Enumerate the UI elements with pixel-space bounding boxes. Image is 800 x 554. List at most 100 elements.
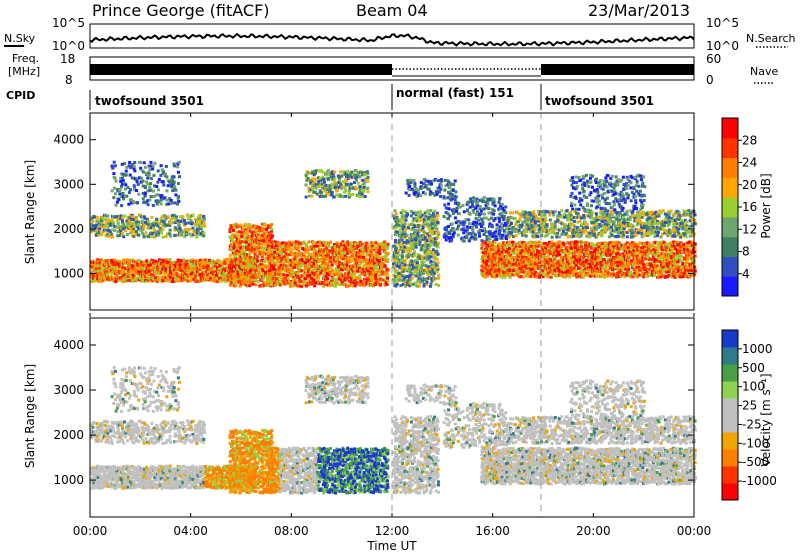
power-pixel xyxy=(443,215,446,218)
power-pixel xyxy=(96,216,99,219)
power-pixel xyxy=(481,256,484,259)
power-pixel xyxy=(331,263,334,266)
power-pixel xyxy=(304,277,307,280)
power-pixel xyxy=(181,231,184,234)
power-pixel xyxy=(259,226,262,229)
power-pixel xyxy=(111,236,114,239)
power-pixel xyxy=(171,202,174,205)
power-pixel xyxy=(125,173,128,176)
power-pixel xyxy=(478,235,481,238)
power-pixel xyxy=(234,255,237,258)
power-pixel xyxy=(202,232,205,235)
power-pixel xyxy=(311,177,314,180)
power-pixel xyxy=(437,277,440,280)
nsky-left-tick-top: 10^5 xyxy=(52,16,85,30)
power-pixel xyxy=(480,218,483,221)
power-pixel xyxy=(483,200,486,203)
power-pixel xyxy=(570,267,573,270)
power-pixel xyxy=(178,175,181,178)
power-pixel xyxy=(122,179,125,182)
power-pixel xyxy=(325,281,328,284)
power-pixel xyxy=(177,171,180,174)
power-pixel xyxy=(499,197,502,200)
power-pixel xyxy=(256,260,259,263)
power-pixel xyxy=(394,240,397,243)
power-pixel xyxy=(301,258,304,261)
power-pixel xyxy=(154,162,157,165)
power-pixel xyxy=(430,260,433,263)
power-pixel xyxy=(355,179,358,182)
power-pixel xyxy=(329,188,332,191)
power-pixel xyxy=(216,280,219,283)
power-pixel xyxy=(483,213,486,216)
power-pixel xyxy=(111,189,114,192)
power-pixel xyxy=(346,277,349,280)
power-pixel xyxy=(423,231,426,234)
power-pixel xyxy=(124,183,127,186)
power-pixel xyxy=(246,232,249,235)
power-pixel xyxy=(445,228,448,231)
power-pixel xyxy=(401,256,404,259)
power-pixel xyxy=(469,197,472,200)
power-pixel xyxy=(160,202,163,205)
power-pixel xyxy=(169,222,172,225)
power-pixel xyxy=(143,161,146,164)
power-pixel xyxy=(504,211,507,214)
power-pixel xyxy=(404,261,407,264)
power-pixel xyxy=(162,180,165,183)
power-pixel xyxy=(437,284,440,287)
power-pixel xyxy=(322,178,325,181)
power-pixel xyxy=(377,274,380,277)
freq-left-tick-top: 18 xyxy=(60,52,75,66)
power-pixel xyxy=(167,184,170,187)
power-pixel xyxy=(407,226,410,229)
power-pixel xyxy=(364,195,367,198)
power-pixel xyxy=(176,165,179,168)
power-pixel xyxy=(501,203,504,206)
power-pixel xyxy=(287,277,290,280)
power-pixel xyxy=(367,176,370,179)
power-pixel xyxy=(155,185,158,188)
power-pixel xyxy=(312,263,315,266)
power-pixel xyxy=(177,195,180,198)
power-pixel xyxy=(235,284,238,287)
power-pixel xyxy=(456,207,459,210)
power-pixel xyxy=(419,210,422,213)
power-pixel xyxy=(131,215,134,218)
power-pixel xyxy=(142,180,145,183)
power-pixel xyxy=(240,276,243,279)
power-pixel xyxy=(367,245,370,248)
power-pixel xyxy=(239,224,242,227)
power-pixel xyxy=(167,215,170,218)
power-pixel xyxy=(362,256,365,259)
power-pixel xyxy=(553,269,556,272)
nsky-series xyxy=(90,34,694,45)
site-title: Prince George (fitACF) xyxy=(92,1,270,20)
power-pixel xyxy=(450,239,453,242)
nsky-left-tick-bottom: 10^0 xyxy=(52,39,85,53)
power-pixel xyxy=(314,249,317,252)
power-pixel xyxy=(91,220,94,223)
power-pixel xyxy=(150,161,153,164)
power-pixel xyxy=(416,261,419,264)
power-pixel xyxy=(401,222,404,225)
power-pixel xyxy=(355,188,358,191)
power-pixel xyxy=(366,170,369,173)
power-pixel xyxy=(413,254,416,257)
power-pixel xyxy=(413,250,416,253)
power-pixel xyxy=(203,222,206,225)
power-pixel xyxy=(242,259,245,262)
power-pixel xyxy=(362,190,365,193)
power-pixel xyxy=(331,268,334,271)
power-pixel xyxy=(148,186,151,189)
power-pixel xyxy=(360,280,363,283)
power-pixel xyxy=(150,235,153,238)
power-pixel xyxy=(133,165,136,168)
power-pixel xyxy=(174,188,177,191)
power-pixel xyxy=(115,204,118,207)
power-pixel xyxy=(494,217,497,220)
power-pixel xyxy=(121,219,124,222)
power-pixel xyxy=(497,249,500,252)
power-pixel xyxy=(229,254,232,257)
power-pixel xyxy=(458,212,461,215)
